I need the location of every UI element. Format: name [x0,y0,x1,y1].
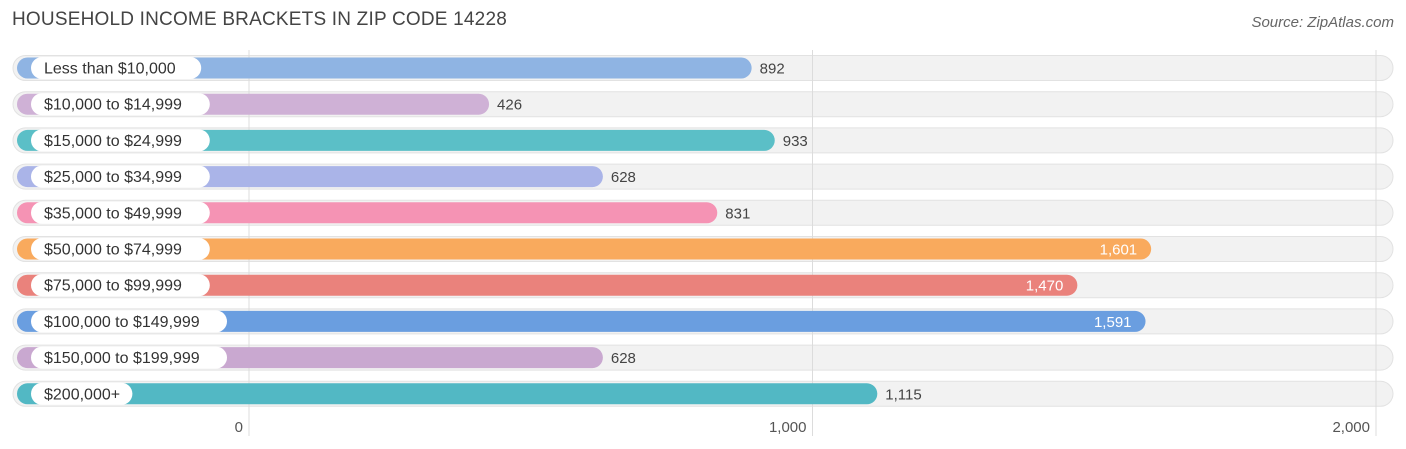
bar-label-pill [31,238,210,260]
value-label: 933 [783,133,808,150]
tick-label: 0 [235,419,243,436]
value-label: 831 [725,205,750,222]
bar-label-pill [31,310,227,333]
value-label: 426 [497,97,522,114]
category-label: $35,000 to $49,999 [44,205,182,222]
tick-label: 1,000 [769,419,807,436]
bar [17,274,1078,296]
bar-label-pill [31,274,210,297]
category-label: $25,000 to $34,999 [44,169,182,186]
chart-title: HOUSEHOLD INCOME BRACKETS IN ZIP CODE 14… [12,9,507,30]
value-label: 1,591 [1094,314,1132,331]
bar [17,383,878,405]
value-label: 1,470 [1026,278,1064,295]
category-label: $100,000 to $149,999 [44,314,200,331]
bar-label-pill [31,346,227,369]
bar-label-pill [31,93,210,116]
value-label: 628 [611,169,636,186]
bar-label-pill [31,201,210,224]
category-label: $75,000 to $99,999 [44,278,182,295]
chart-source: Source: ZipAtlas.com [1251,14,1394,31]
category-label: $200,000+ [44,386,120,403]
bar-label-pill [31,129,210,152]
category-label: $150,000 to $199,999 [44,350,200,367]
category-label: Less than $10,000 [44,61,176,78]
bar-label-pill [31,165,210,188]
bar [17,238,1152,260]
value-label: 1,115 [885,386,921,403]
bar-label-pill [31,382,133,405]
bar [17,310,1146,332]
category-label: $50,000 to $74,999 [44,242,182,259]
category-label: $15,000 to $24,999 [44,133,182,150]
value-label: 892 [760,61,785,78]
category-label: $10,000 to $14,999 [44,97,182,114]
tick-label: 2,000 [1332,419,1370,436]
value-label: 1,601 [1100,242,1138,259]
bar [17,57,752,79]
value-label: 628 [611,350,636,367]
bar-label-pill [31,57,202,79]
